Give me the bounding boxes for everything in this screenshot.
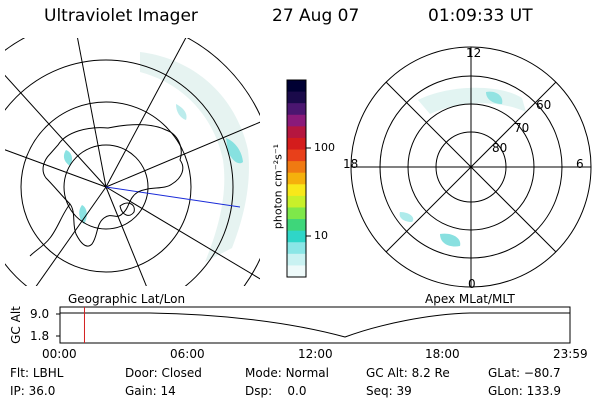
status-seq: Seq: 39 bbox=[366, 384, 412, 398]
colorbar-segment bbox=[287, 195, 306, 208]
colorbar-segment bbox=[287, 230, 306, 243]
island-outline bbox=[119, 202, 135, 216]
timeline-y-axis-label: GC Alt bbox=[9, 306, 23, 344]
status-door: Door: Closed bbox=[125, 366, 202, 380]
aurora-spot-right-2 bbox=[440, 233, 461, 247]
colorbar-tick-10: 10 bbox=[314, 229, 328, 242]
timeline-xtick-0000: 00:00 bbox=[42, 347, 77, 361]
colorbar-unit-label: photon cm⁻²s⁻¹ bbox=[271, 143, 285, 230]
right-panel-caption: Apex MLat/MLT bbox=[425, 292, 515, 306]
colorbar-segment bbox=[287, 137, 306, 151]
status-gc-alt: GC Alt: 8.2 Re bbox=[366, 366, 450, 380]
status-ip: IP: 36.0 bbox=[10, 384, 56, 398]
timeline-xtick-1800: 18:00 bbox=[425, 347, 460, 361]
lat-label-60: 60 bbox=[536, 98, 552, 112]
aurora-band-left bbox=[140, 52, 249, 262]
colorbar-segment bbox=[287, 219, 306, 232]
mlt-label-12: 12 bbox=[466, 46, 482, 60]
colorbar-segment bbox=[287, 126, 306, 139]
colorbar-segment bbox=[287, 184, 306, 197]
timeline-ytick-1-8: 1.8 bbox=[30, 329, 50, 343]
mlt-label-0: 0 bbox=[468, 277, 476, 291]
aurora-spot-left-3 bbox=[63, 150, 73, 166]
mlt-label-18: 18 bbox=[343, 157, 359, 171]
aurora-spot-left bbox=[226, 138, 243, 164]
colorbar-segment bbox=[287, 265, 306, 278]
aurora-band-right bbox=[418, 87, 526, 114]
status-dsp: Dsp: 0.0 bbox=[245, 384, 307, 398]
time-label: 01:09:33 UT bbox=[428, 6, 533, 26]
altitude-timeline bbox=[56, 306, 571, 344]
peninsula-outline bbox=[29, 203, 71, 257]
colorbar-segment bbox=[287, 114, 306, 127]
mlt-label-6: 6 bbox=[576, 157, 584, 171]
timeline-xtick-1200: 12:00 bbox=[298, 347, 333, 361]
date-label: 27 Aug 07 bbox=[272, 6, 360, 26]
colorbar-segment bbox=[287, 91, 306, 104]
colorbar-segment bbox=[287, 103, 306, 116]
timeline-ytick-9: 9.0 bbox=[30, 307, 50, 321]
colorbar-segment bbox=[287, 207, 306, 220]
status-glon: GLon: 133.9 bbox=[488, 384, 561, 398]
aurora-spot-left-4 bbox=[79, 205, 87, 224]
colorbar-segment bbox=[287, 253, 306, 266]
aurora-spot-right-3 bbox=[399, 212, 414, 222]
instrument-title: Ultraviolet Imager bbox=[44, 6, 198, 26]
aurora-spot-right bbox=[486, 91, 503, 104]
timeline-xtick-0600: 06:00 bbox=[170, 347, 205, 361]
altitude-curve bbox=[60, 312, 570, 338]
status-gain: Gain: 14 bbox=[125, 384, 176, 398]
colorbar-segment bbox=[287, 242, 306, 255]
timeline-xtick-2359: 23:59 bbox=[553, 347, 588, 361]
colorbar-segment bbox=[287, 149, 306, 162]
colorbar-segment bbox=[287, 80, 306, 93]
colorbar-segment bbox=[287, 172, 306, 185]
magnetic-polar-plot bbox=[350, 46, 592, 288]
continent-outline bbox=[42, 124, 184, 247]
colorbar-segment bbox=[287, 161, 306, 174]
left-panel-caption: Geographic Lat/Lon bbox=[68, 292, 186, 306]
status-flt: Flt: LBHL bbox=[10, 366, 64, 380]
status-glat: GLat: −80.7 bbox=[488, 366, 561, 380]
lat-label-70: 70 bbox=[514, 121, 530, 135]
aurora-spot-left-2 bbox=[176, 104, 187, 120]
colorbar-tick-100: 100 bbox=[314, 141, 335, 154]
geographic-map bbox=[5, 38, 260, 286]
lat-label-80: 80 bbox=[492, 141, 508, 155]
colorbar bbox=[287, 80, 306, 278]
status-mode: Mode: Normal bbox=[245, 366, 329, 380]
